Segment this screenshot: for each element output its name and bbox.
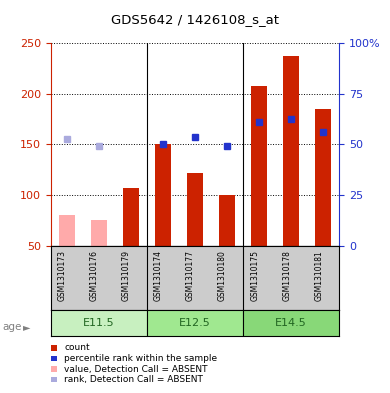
Text: GSM1310176: GSM1310176 — [90, 250, 99, 301]
Bar — [283, 56, 299, 246]
Bar — [91, 220, 107, 246]
Bar — [147, 310, 243, 336]
Bar — [243, 310, 339, 336]
Text: E14.5: E14.5 — [275, 318, 307, 328]
Text: E11.5: E11.5 — [83, 318, 115, 328]
Bar — [51, 310, 147, 336]
Text: GSM1310177: GSM1310177 — [186, 250, 195, 301]
Text: percentile rank within the sample: percentile rank within the sample — [64, 354, 218, 363]
Text: GSM1310173: GSM1310173 — [58, 250, 67, 301]
Bar — [219, 195, 235, 246]
Text: GSM1310174: GSM1310174 — [154, 250, 163, 301]
Text: E12.5: E12.5 — [179, 318, 211, 328]
Text: GSM1310179: GSM1310179 — [122, 250, 131, 301]
Text: GSM1310180: GSM1310180 — [218, 250, 227, 301]
Text: value, Detection Call = ABSENT: value, Detection Call = ABSENT — [64, 365, 208, 373]
Text: age: age — [2, 322, 21, 332]
Text: GSM1310178: GSM1310178 — [282, 250, 291, 301]
Text: GSM1310175: GSM1310175 — [250, 250, 259, 301]
Bar — [187, 173, 203, 246]
Bar — [59, 215, 75, 246]
Bar — [123, 188, 139, 246]
Bar — [251, 86, 267, 246]
Bar — [315, 109, 331, 246]
Text: count: count — [64, 343, 90, 352]
Text: GSM1310181: GSM1310181 — [314, 250, 323, 301]
Text: ►: ► — [23, 322, 30, 332]
Text: GDS5642 / 1426108_s_at: GDS5642 / 1426108_s_at — [111, 13, 279, 26]
Text: rank, Detection Call = ABSENT: rank, Detection Call = ABSENT — [64, 375, 203, 384]
Bar — [155, 144, 171, 246]
